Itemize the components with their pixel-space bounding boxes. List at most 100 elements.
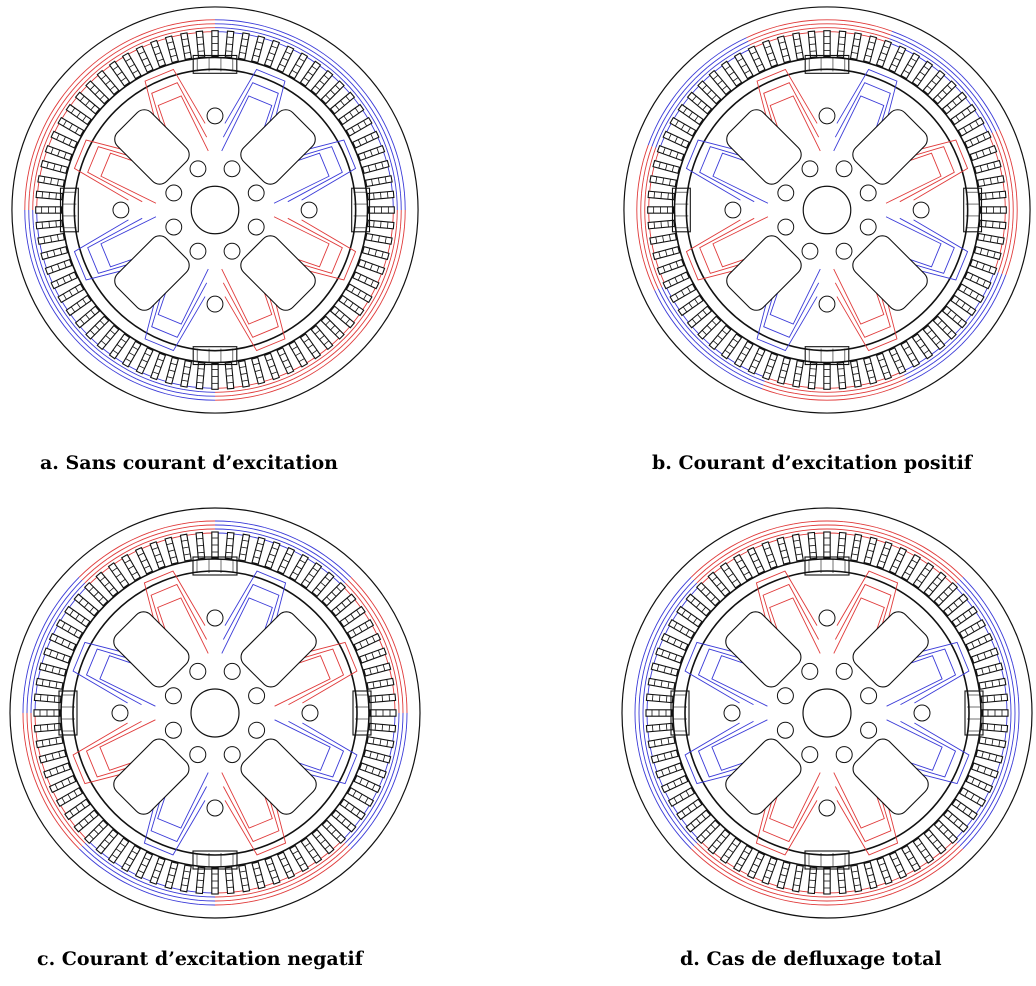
slot-conductor [131, 571, 138, 576]
slot-conductor [851, 366, 858, 368]
flux-line [645, 744, 650, 761]
slot-conductor [969, 139, 974, 146]
flux-line [344, 831, 357, 844]
flux-line [836, 570, 899, 645]
rotor-hole [189, 242, 207, 260]
flux-line [33, 665, 38, 682]
slot-conductor [702, 309, 708, 316]
stator-slot [733, 340, 754, 368]
slot-conductor [132, 69, 139, 74]
slot-conductor [225, 551, 233, 554]
slot-conductor [115, 848, 122, 853]
stator-slot [655, 647, 684, 664]
slot-conductor [89, 813, 95, 820]
flux-line [732, 875, 748, 884]
flux-line [891, 882, 907, 891]
slot-conductor [271, 875, 278, 879]
rotor-hole [164, 687, 182, 705]
flux-line [384, 777, 393, 793]
slot-conductor [669, 263, 673, 271]
flux-line [45, 288, 55, 304]
slot-conductor [144, 63, 151, 68]
flux-line [279, 535, 295, 544]
slot-conductor [724, 65, 731, 71]
slot-conductor [292, 850, 299, 855]
flux-line [349, 331, 362, 345]
slot-conductor [956, 617, 962, 624]
flux-line [309, 44, 325, 55]
flux-line [777, 898, 794, 903]
flux-line [653, 775, 661, 791]
flux-line [214, 19, 232, 21]
slot-conductor [720, 587, 727, 593]
flux-line [641, 647, 648, 664]
slot-conductor [981, 668, 984, 675]
flux-line [344, 582, 357, 595]
slot-conductor [702, 104, 708, 111]
flux-line [982, 304, 993, 320]
slot-conductor [377, 235, 380, 243]
stator-slot [338, 103, 365, 126]
stator-slot [950, 103, 977, 126]
slot-conductor [93, 591, 99, 597]
slot-conductor [157, 358, 164, 362]
flux-line [262, 380, 278, 387]
flux-line [761, 25, 778, 32]
flux-line [722, 51, 737, 62]
slot-conductor [724, 349, 731, 355]
stator-slot [647, 736, 676, 749]
rotor-hole [801, 160, 819, 178]
flux-line [264, 527, 281, 534]
flux-line [641, 226, 645, 243]
flux-line [677, 92, 688, 106]
slot-conductor [376, 147, 380, 154]
flux-line [32, 761, 39, 778]
stator-slot [43, 762, 72, 779]
flux-line [39, 273, 47, 289]
slot-conductor [308, 848, 315, 853]
slot-conductor [166, 41, 174, 44]
flux-line [1012, 663, 1017, 680]
flux-line [357, 90, 368, 104]
slot-conductor [61, 622, 66, 629]
slot-conductor [894, 359, 901, 363]
flux-line [294, 542, 310, 551]
flux-line [230, 389, 247, 393]
stator-slot [73, 593, 100, 617]
slot-conductor [364, 797, 369, 804]
slot-conductor [324, 576, 331, 582]
slot-conductor [140, 863, 148, 867]
stator-slot [863, 536, 878, 565]
flux-line [761, 892, 778, 899]
flux-line [370, 100, 381, 116]
barrier-outline [852, 738, 929, 815]
flux-line [214, 895, 232, 898]
rotor-barrier [726, 235, 802, 311]
flux-line [119, 374, 135, 383]
flux-line [647, 162, 652, 179]
slot-conductor [780, 549, 787, 552]
flux-line [665, 302, 675, 318]
flux-line [383, 273, 391, 289]
stator-slot [276, 546, 296, 575]
flux-line [696, 571, 709, 584]
rotor-key [301, 704, 319, 722]
slot-conductor [255, 874, 262, 877]
flux-line [707, 352, 721, 363]
excitation-coil [351, 187, 371, 233]
flux-line [794, 392, 811, 396]
stator-slot [911, 333, 934, 360]
slot-conductor [665, 163, 668, 171]
stator-slot [276, 45, 295, 73]
flux-line [28, 209, 30, 227]
flux-line [361, 822, 373, 837]
flux-line [646, 146, 653, 162]
flux-line [892, 886, 909, 894]
slot-conductor [285, 552, 293, 557]
flux-line [735, 44, 751, 53]
flux-line [892, 532, 909, 540]
slot-conductor [257, 880, 264, 884]
flux-line [642, 259, 649, 276]
flux-line [83, 67, 96, 79]
flux-line [709, 60, 723, 71]
